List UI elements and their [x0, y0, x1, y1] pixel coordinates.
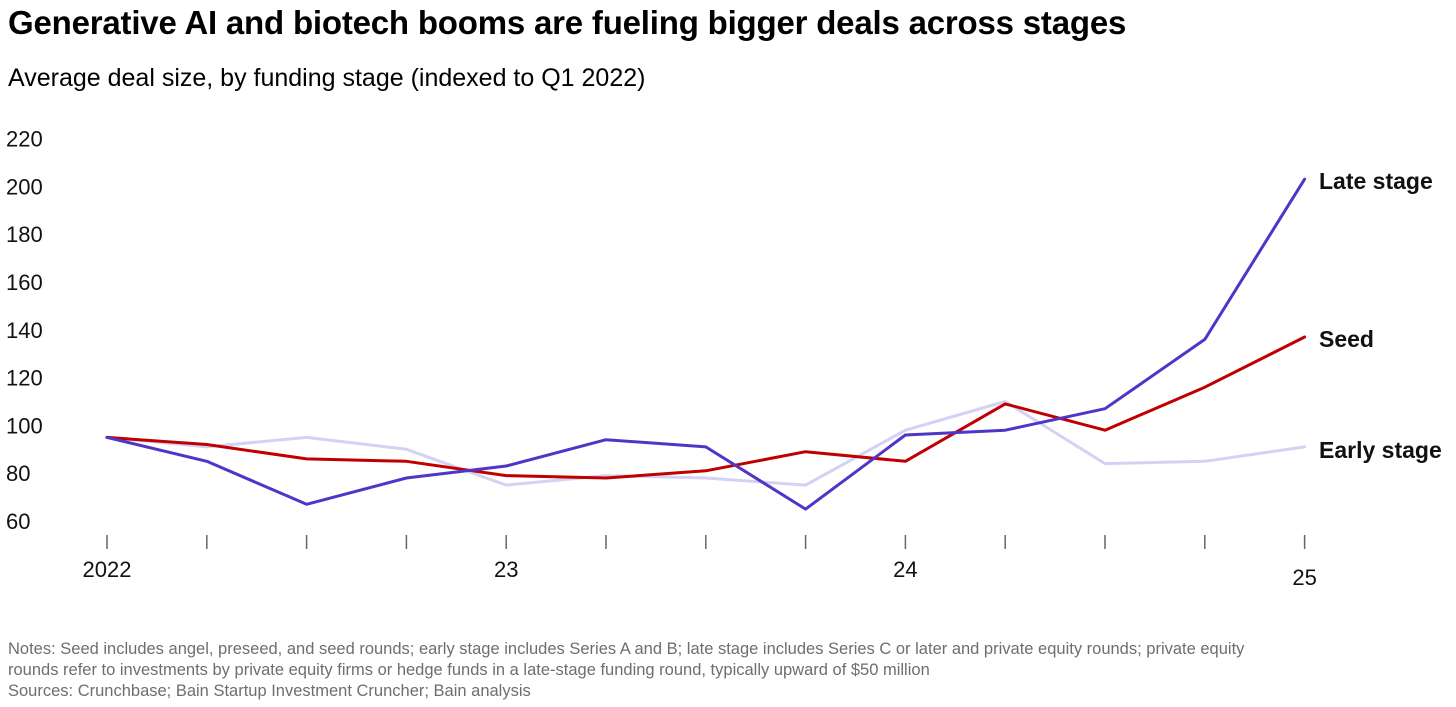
y-tick-label: 100	[6, 413, 43, 438]
chart-notes: Notes: Seed includes angel, preseed, and…	[8, 639, 1428, 702]
x-tick-label: 24	[893, 557, 917, 582]
early-stage-line	[105, 400, 1307, 487]
x-tick-label: 2022	[83, 557, 132, 582]
late-stage-line	[105, 177, 1307, 511]
y-tick-label: 80	[6, 461, 30, 486]
y-tick-label: 180	[6, 222, 43, 247]
series-labels: Early stage Seed Late stage	[1319, 168, 1442, 463]
y-tick-label: 60	[6, 509, 30, 534]
y-tick-label: 220	[6, 127, 43, 152]
x-tick-label: 25	[1292, 565, 1316, 590]
y-tick-label: 200	[6, 174, 43, 199]
notes-line-2: rounds refer to investments by private e…	[8, 661, 930, 679]
early-stage-label: Early stage	[1319, 437, 1442, 463]
notes-line-1: Notes: Seed includes angel, preseed, and…	[8, 640, 1245, 658]
x-tick-label: 23	[494, 557, 518, 582]
x-axis: 2022 23 24 25	[83, 535, 1317, 590]
series-lines	[105, 177, 1307, 511]
seed-line	[105, 335, 1307, 480]
chart-subtitle: Average deal size, by funding stage (ind…	[8, 64, 646, 92]
chart-title: Generative AI and biotech booms are fuel…	[8, 4, 1127, 41]
y-tick-label: 120	[6, 366, 43, 391]
y-axis: 60 80 100 120 140 160 180 200 220	[6, 127, 43, 534]
line-chart: 60 80 100 120 140 160 180 200 220 2022 23 24 25 Ear…	[6, 127, 1442, 590]
sources-line: Sources: Crunchbase; Bain Startup Invest…	[8, 682, 531, 700]
y-tick-label: 140	[6, 318, 43, 343]
y-tick-label: 160	[6, 270, 43, 295]
late-stage-label: Late stage	[1319, 168, 1433, 194]
seed-label: Seed	[1319, 326, 1374, 352]
